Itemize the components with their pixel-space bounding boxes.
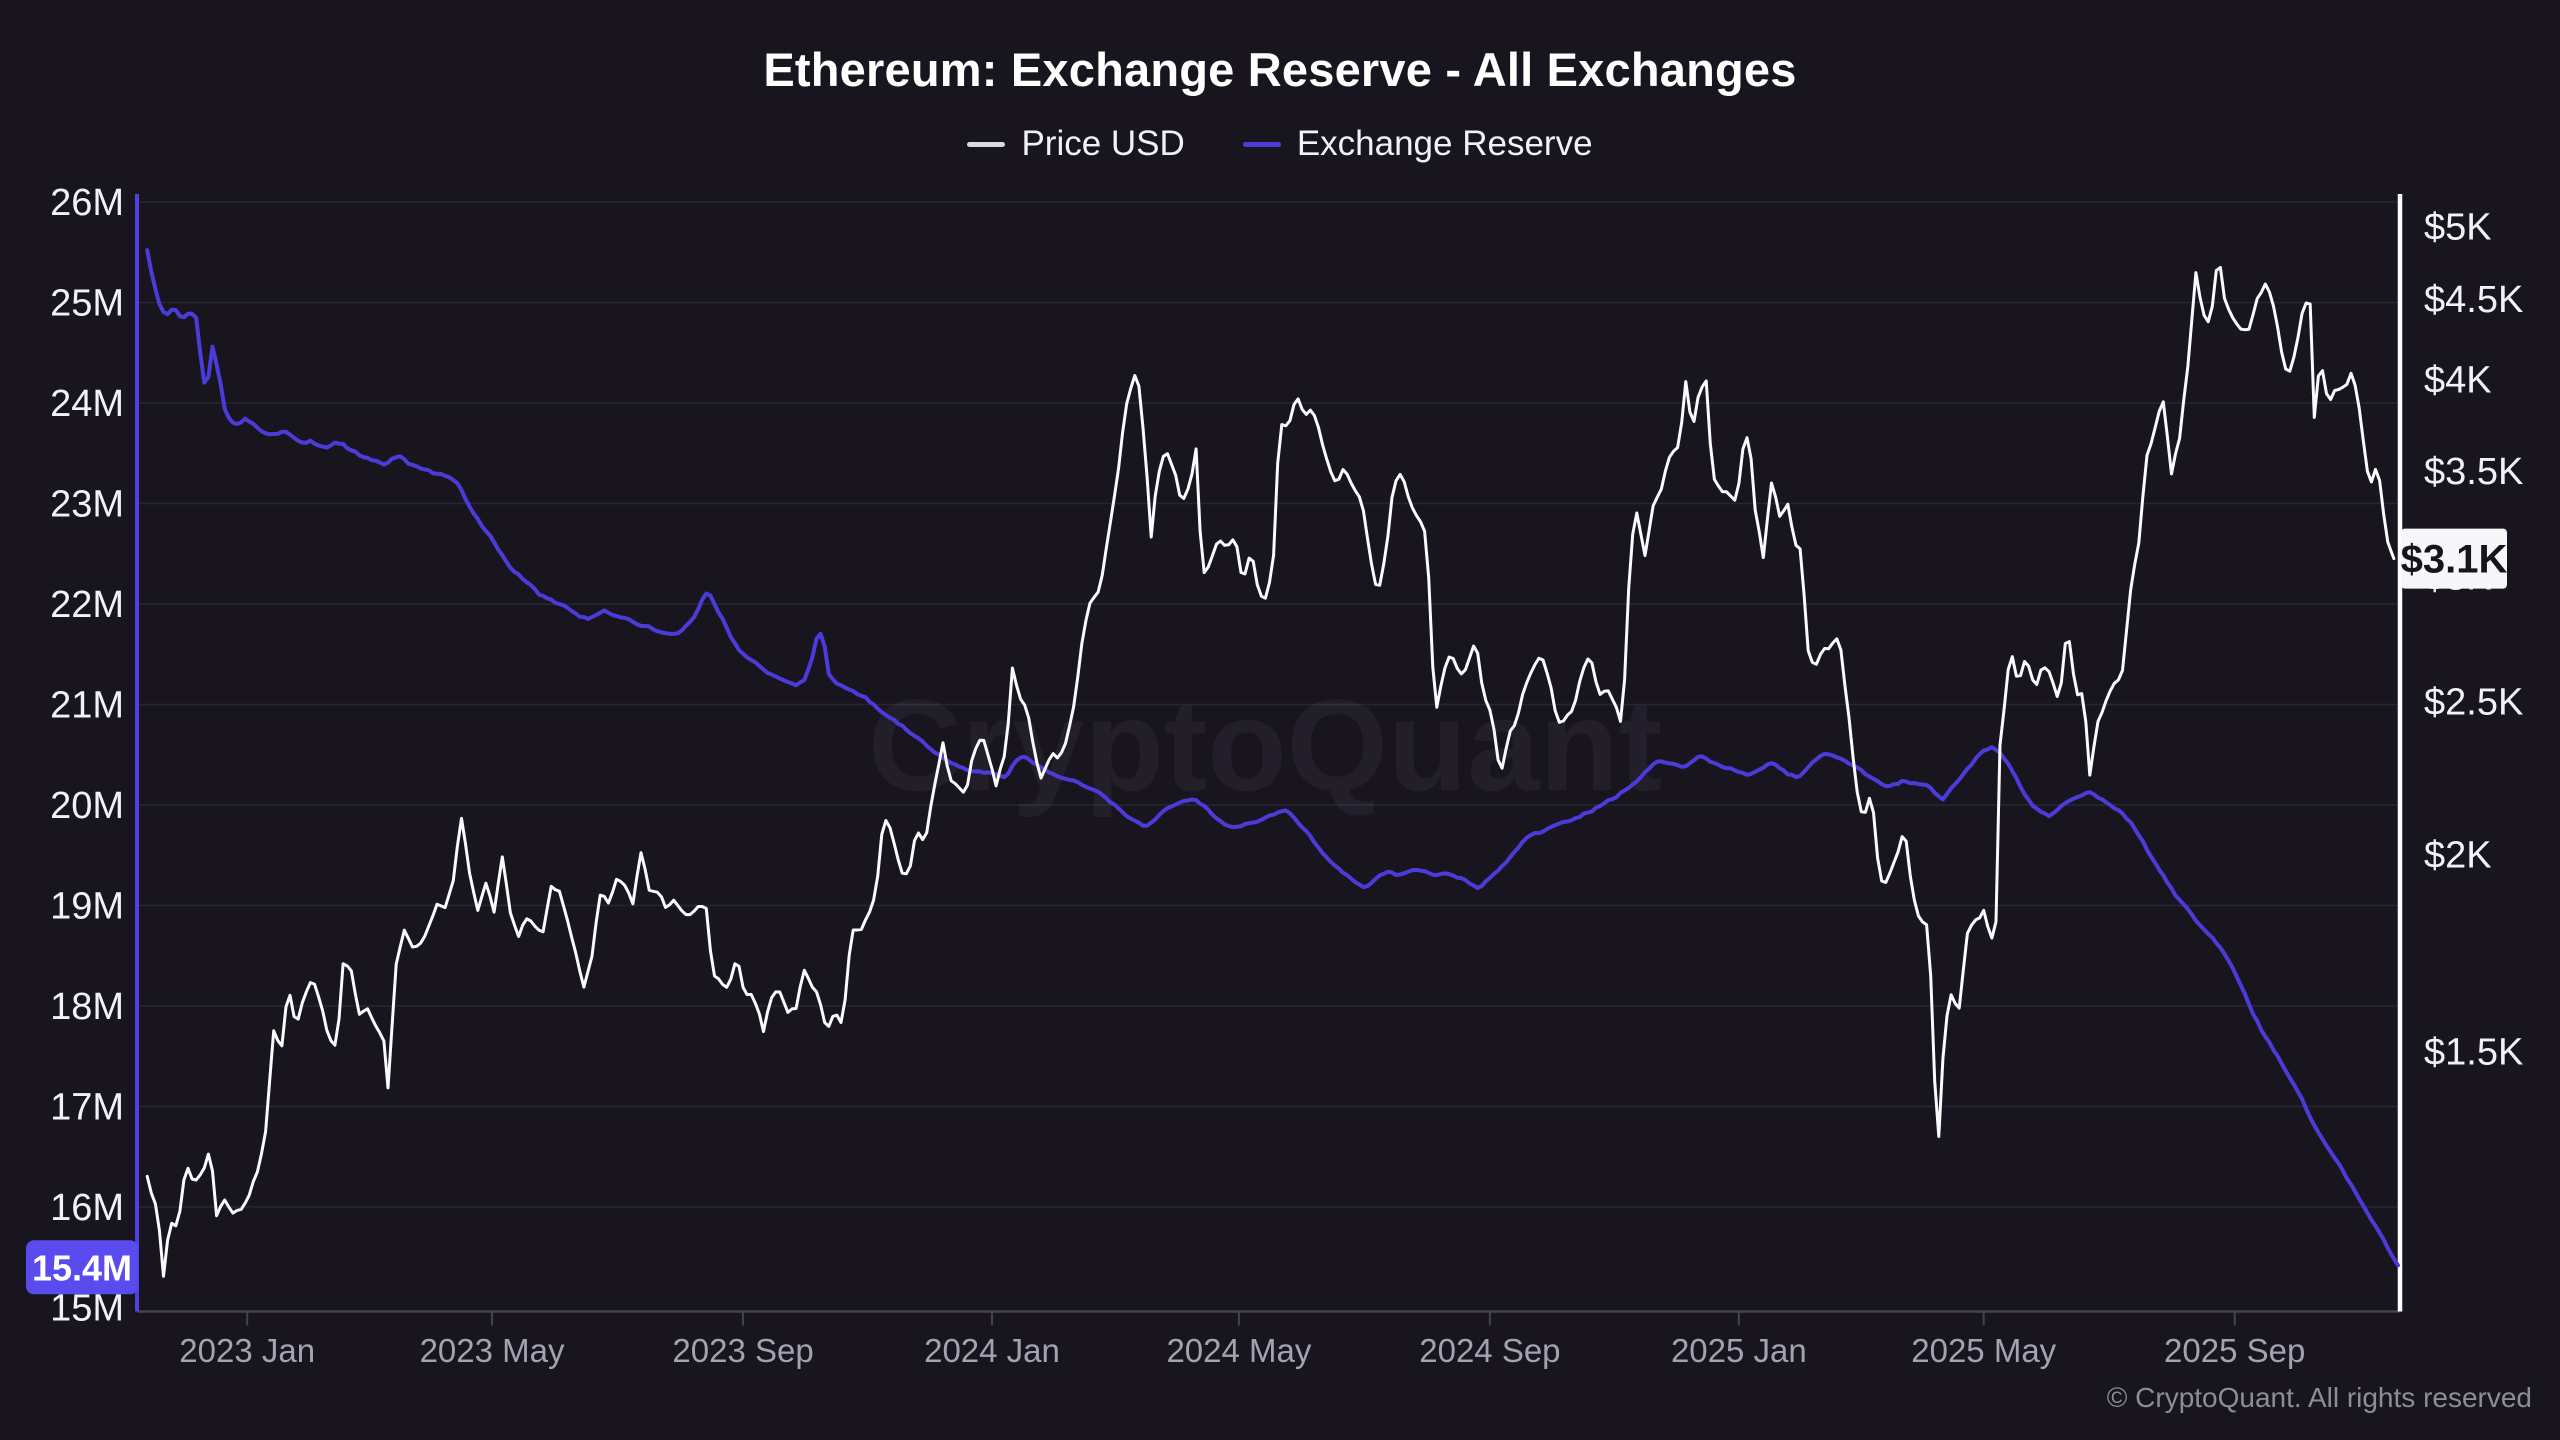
x-axis-label: 2025 May: [1911, 1332, 2056, 1369]
x-axis-label: 2023 Jan: [179, 1332, 315, 1369]
page-title: Ethereum: Exchange Reserve - All Exchang…: [763, 43, 1797, 96]
copyright-notice: © CryptoQuant. All rights reserved: [2106, 1382, 2532, 1413]
watermark: CryptoQuant: [868, 672, 1662, 818]
reserve-line-swatch-icon: [1242, 141, 1281, 147]
y-right-label: $5K: [2424, 207, 2492, 249]
price-current-badge: [2401, 528, 2507, 589]
y-left-label: 24M: [50, 383, 124, 425]
y-left-label: 26M: [50, 182, 124, 224]
y-left-label: 25M: [50, 283, 124, 325]
x-axis-label: 2024 Sep: [1419, 1332, 1560, 1369]
exchange-reserve-line[interactable]: [145, 248, 2400, 1268]
y-left-label: 21M: [50, 685, 124, 727]
legend-label: Exchange Reserve: [1296, 124, 1593, 163]
y-left-label: 17M: [50, 1087, 124, 1129]
y-left-label: 22M: [50, 584, 124, 626]
y-right-label: $2.5K: [2424, 682, 2523, 724]
chart-legend: Price USD Exchange Reserve: [0, 124, 2560, 164]
y-right-label: $4K: [2424, 360, 2492, 402]
x-axis-label: 2024 May: [1166, 1332, 1311, 1369]
legend-item-price-usd[interactable]: Price USD: [967, 124, 1185, 164]
y-left-label: 18M: [50, 986, 124, 1028]
y-right-label: $3.5K: [2424, 451, 2523, 493]
y-right-label: $4.5K: [2424, 279, 2523, 321]
price-line-swatch-icon: [967, 141, 1006, 147]
legend-label: Price USD: [1021, 124, 1185, 163]
y-right-label: $2K: [2424, 834, 2492, 876]
y-left-label: 15M: [50, 1288, 124, 1330]
y-left-label: 16M: [50, 1187, 124, 1229]
price-current-badge-label: $3.1K: [2401, 538, 2508, 582]
y-left-label: 20M: [50, 785, 124, 827]
y-left-label: 23M: [50, 484, 124, 526]
y-left-label: 19M: [50, 886, 124, 928]
x-axis-label: 2025 Jan: [1671, 1332, 1807, 1369]
price-usd-line[interactable]: [145, 265, 2396, 1278]
x-axis-label: 2025 Sep: [2164, 1332, 2305, 1369]
x-axis-label: 2024 Jan: [924, 1332, 1060, 1369]
x-axis-label: 2023 May: [420, 1332, 565, 1369]
y-right-label: $1.5K: [2424, 1031, 2523, 1073]
reserve-current-badge-label: 15.4M: [32, 1247, 132, 1288]
legend-item-exchange-reserve[interactable]: Exchange Reserve: [1242, 124, 1593, 164]
x-axis-label: 2023 Sep: [672, 1332, 813, 1369]
reserve-current-badge: [26, 1240, 138, 1295]
